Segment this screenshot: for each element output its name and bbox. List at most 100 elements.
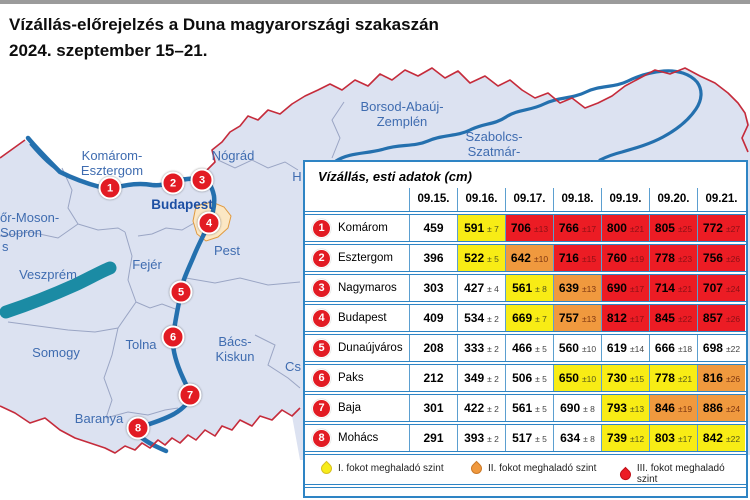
page-title: Vízállás-előrejelzés a Duna magyarország…: [9, 15, 439, 60]
water-level-value: 393: [464, 431, 485, 445]
legend-item: III. fokot meghaladó szint: [617, 463, 746, 485]
water-level-cell: 690 ±17: [601, 275, 649, 301]
water-level-value: 766: [558, 221, 579, 235]
water-level-value: 793: [606, 401, 627, 415]
water-level-value: 303: [423, 281, 444, 295]
divider-line: [305, 331, 746, 335]
water-level-value: 650: [558, 371, 579, 385]
uncertainty-value: ± 5: [535, 344, 547, 354]
water-level-cell: 842 ±22: [697, 425, 745, 451]
water-level-cell: 816 ±26: [697, 365, 745, 391]
water-level-value: 506: [512, 371, 533, 385]
station-row-Dunaújváros: 5 Dunaújváros 208 333 ± 2 466 ± 5 560 ±10 619 ±14 6…: [305, 335, 746, 361]
water-level-value: 706: [510, 221, 531, 235]
uncertainty-value: ± 2: [487, 314, 499, 324]
county-borders: [0, 101, 345, 419]
water-level-value: 561: [512, 281, 533, 295]
divider-line: [305, 241, 746, 245]
water-level-cell: 766 ±17: [553, 215, 601, 241]
station-row-Budapest: 4 Budapest 409 534 ± 2 669 ± 7 757 ±13 812 ±17 845 ±…: [305, 305, 746, 331]
water-level-value: 349: [464, 371, 485, 385]
water-level-value: 739: [606, 431, 627, 445]
uncertainty-value: ±10: [581, 374, 597, 384]
station-name-cell: 5 Dunaújváros: [305, 335, 409, 361]
uncertainty-value: ±17: [677, 434, 693, 444]
uncertainty-value: ±22: [725, 434, 741, 444]
uncertainty-value: ±26: [725, 314, 741, 324]
station-row-Komárom: 1 Komárom 459 591 ± 7 706 ±13 766 ±17 800 ±21 805 ±2…: [305, 215, 746, 241]
divider-line: [305, 301, 746, 305]
water-level-value: 466: [512, 341, 533, 355]
divider-line: [305, 484, 746, 488]
uncertainty-value: ±19: [629, 254, 645, 264]
uncertainty-value: ±24: [725, 284, 741, 294]
station-row-Nagymaros: 3 Nagymaros 303 427 ± 4 561 ± 8 639 ±13 690 ±17 714…: [305, 275, 746, 301]
station-name: Mohács: [338, 432, 379, 444]
water-level-value: 778: [654, 371, 675, 385]
station-number-badge: 8: [312, 428, 331, 448]
water-level-value: 591: [464, 221, 485, 235]
water-level-cell: 716 ±15: [553, 245, 601, 271]
station-number-badge: 2: [312, 248, 331, 268]
water-level-value: 619: [606, 341, 627, 355]
water-level-cell: 333 ± 2: [457, 335, 505, 361]
water-level-value: 396: [423, 251, 444, 265]
table-legend: I. fokot meghaladó szint II. fokot meghal…: [305, 458, 746, 485]
water-level-value: 409: [423, 311, 444, 325]
station-name-cell: 6 Paks: [305, 365, 409, 391]
uncertainty-value: ±17: [629, 314, 645, 324]
water-level-cell: 560 ±10: [553, 335, 601, 361]
water-level-value: 730: [606, 371, 627, 385]
water-level-value: 534: [464, 311, 485, 325]
station-number-badge: 4: [312, 308, 331, 328]
station-name-cell: 8 Mohács: [305, 425, 409, 451]
water-level-cell: 561 ± 8: [505, 275, 553, 301]
water-level-cell: 772 ±27: [697, 215, 745, 241]
water-level-cell: 409: [409, 305, 457, 331]
water-level-value: 760: [606, 251, 627, 265]
uncertainty-value: ±12: [629, 434, 645, 444]
table-body: 1 Komárom 459 591 ± 7 706 ±13 766 ±17 800 ±21 805 ±2…: [305, 215, 746, 455]
water-level-cell: 534 ± 2: [457, 305, 505, 331]
station-name: Paks: [338, 372, 364, 384]
uncertainty-value: ±18: [677, 344, 693, 354]
water-level-cell: 393 ± 2: [457, 425, 505, 451]
water-level-value: 459: [423, 221, 444, 235]
station-name-cell: 4 Budapest: [305, 305, 409, 331]
water-level-value: 816: [702, 371, 723, 385]
water-level-value: 805: [654, 221, 675, 235]
uncertainty-value: ±15: [581, 254, 597, 264]
water-level-cell: 591 ± 7: [457, 215, 505, 241]
uncertainty-value: ± 5: [535, 374, 547, 384]
water-level-value: 714: [654, 281, 675, 295]
water-level-cell: 208: [409, 335, 457, 361]
water-level-value: 301: [423, 401, 444, 415]
water-level-cell: 707 ±24: [697, 275, 745, 301]
uncertainty-value: ± 7: [535, 314, 547, 324]
water-level-cell: 690 ± 8: [553, 395, 601, 421]
table-header-spacer: [305, 188, 409, 211]
water-level-value: 857: [702, 311, 723, 325]
uncertainty-value: ±13: [629, 404, 645, 414]
uncertainty-value: ± 2: [487, 374, 499, 384]
water-level-cell: 561 ± 5: [505, 395, 553, 421]
water-level-cell: 760 ±19: [601, 245, 649, 271]
water-level-cell: 650 ±10: [553, 365, 601, 391]
station-number-badge: 7: [312, 398, 331, 418]
water-level-cell: 698 ±22: [697, 335, 745, 361]
uncertainty-value: ±10: [533, 254, 549, 264]
uncertainty-value: ± 8: [583, 404, 595, 414]
station-row-Esztergom: 2 Esztergom 396 522 ± 5 642 ±10 716 ±15 760 ±19 778…: [305, 245, 746, 271]
legend-label: III. fokot meghaladó szint: [636, 463, 725, 485]
water-level-cell: 778 ±21: [649, 365, 697, 391]
uncertainty-value: ±21: [677, 284, 693, 294]
tisza-river: [334, 69, 703, 163]
water-level-value: 517: [512, 431, 533, 445]
water-level-value: 846: [654, 401, 675, 415]
water-level-cell: 634 ± 8: [553, 425, 601, 451]
uncertainty-value: ±19: [677, 404, 693, 414]
station-number-badge: 3: [312, 278, 331, 298]
uncertainty-value: ±27: [725, 224, 741, 234]
uncertainty-value: ±26: [725, 254, 741, 264]
station-name: Dunaújváros: [338, 342, 403, 354]
